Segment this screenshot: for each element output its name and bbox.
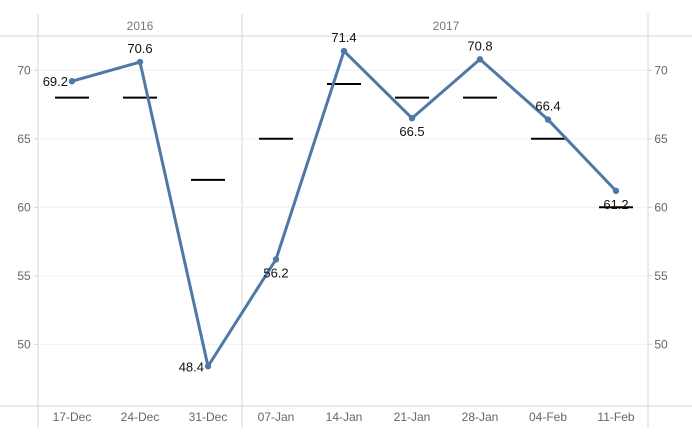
year-headers: 2016 2017 <box>127 19 460 33</box>
y-tick-label-right: 65 <box>654 132 668 146</box>
data-labels: 69.2 70.6 48.4 56.2 71.4 66.5 70.8 66.4 61.2 <box>43 30 629 374</box>
year-header: 2017 <box>433 19 460 33</box>
data-point <box>136 58 144 66</box>
reference-marks <box>55 82 633 209</box>
data-point <box>68 78 76 85</box>
data-label: 66.5 <box>399 124 424 139</box>
data-label: 71.4 <box>331 30 356 45</box>
data-point <box>544 116 552 123</box>
data-point <box>476 56 484 63</box>
x-tick-label: 31-Dec <box>189 410 228 424</box>
data-label: 61.2 <box>603 197 628 212</box>
data-label: 66.4 <box>535 99 560 114</box>
data-point <box>340 47 348 55</box>
x-tick-label: 11-Feb <box>597 410 634 424</box>
x-tick-label: 21-Jan <box>394 410 431 424</box>
data-label: 69.2 <box>43 74 68 89</box>
x-tick-label: 24-Dec <box>121 410 160 424</box>
y-axis-right: 50 55 60 65 70 <box>648 63 668 351</box>
data-label: 70.8 <box>467 38 492 53</box>
x-axis: 17-Dec 24-Dec 31-Dec 07-Jan 14-Jan 21-Jan 28-J… <box>53 410 635 424</box>
x-tick-label: 07-Jan <box>258 410 295 424</box>
x-tick-label: 28-Jan <box>462 410 499 424</box>
year-header: 2016 <box>127 19 154 33</box>
y-tick-label-right: 55 <box>654 269 668 283</box>
x-tick-label: 14-Jan <box>326 410 363 424</box>
y-axis-left: 50 55 60 65 70 <box>17 63 38 351</box>
data-point <box>204 363 212 370</box>
x-tick-label: 17-Dec <box>53 410 92 424</box>
data-point <box>272 256 280 263</box>
data-label: 70.6 <box>127 41 152 56</box>
y-tick-label-left: 70 <box>17 63 31 77</box>
data-label: 56.2 <box>263 265 288 280</box>
y-tick-label-right: 50 <box>654 337 668 351</box>
y-tick-label-left: 65 <box>17 132 31 146</box>
y-tick-label-left: 55 <box>17 269 31 283</box>
y-tick-label-left: 50 <box>17 337 31 351</box>
y-tick-label-right: 60 <box>654 200 668 214</box>
x-tick-label: 04-Feb <box>529 410 567 424</box>
y-tick-label-right: 70 <box>654 63 668 77</box>
y-tick-label-left: 60 <box>17 200 31 214</box>
data-label: 48.4 <box>179 359 204 374</box>
data-point <box>612 187 620 195</box>
data-point <box>408 115 416 122</box>
series-points <box>68 47 620 370</box>
chart-frame <box>0 14 692 428</box>
